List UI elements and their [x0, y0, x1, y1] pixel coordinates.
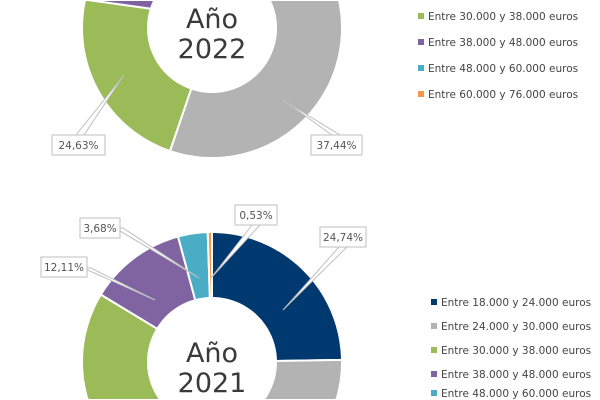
legend-swatch [431, 371, 437, 377]
data-label: 12,11% [44, 262, 84, 274]
legend-swatch [431, 347, 437, 353]
legend-entry: Entre 48.000 y 60.000 euros [428, 63, 578, 75]
center-label: 2022 [178, 34, 247, 65]
legend-entry: Entre 60.000 y 76.000 euros [428, 89, 578, 101]
legend-entry: Entre 18.000 y 24.000 euros [441, 297, 591, 309]
legend-entry: Entre 38.000 y 48.000 euros [428, 37, 578, 49]
legend-entry: Entre 24.000 y 30.000 euros [441, 321, 591, 333]
center-label: 2021 [178, 368, 247, 399]
legend-swatch [418, 39, 424, 45]
legend-entry: Entre 38.000 y 48.000 euros [441, 369, 591, 381]
donut-slice [206, 231, 213, 299]
legend-swatch [431, 323, 437, 329]
data-label: 24,74% [323, 232, 363, 244]
data-label-box [310, 134, 363, 156]
legend-swatch [418, 91, 424, 97]
data-label-box [51, 134, 106, 156]
donut-slice [81, 0, 193, 153]
data-label: 24,63% [58, 140, 98, 152]
legend-swatch [431, 390, 437, 396]
data-label: 3,68% [83, 223, 116, 235]
legend-entry: Entre 48.000 y 60.000 euros [441, 388, 591, 400]
data-label-box [319, 226, 367, 248]
legend-entry: Entre 30.000 y 38.000 euros [441, 345, 591, 357]
data-label-box [79, 217, 121, 239]
data-label: 0,53% [239, 210, 272, 222]
donut-slice [130, 358, 343, 400]
center-label: Año [186, 338, 238, 369]
legend-swatch [418, 13, 424, 19]
legend-entry: Entre 30.000 y 38.000 euros [428, 11, 578, 23]
data-label-box [234, 204, 278, 226]
center-label: Año [186, 4, 238, 35]
data-label: 37,44% [316, 140, 356, 152]
legend-swatch [431, 299, 437, 305]
donut-slice [87, 0, 190, 10]
data-label-box [40, 256, 88, 278]
legend-swatch [418, 65, 424, 71]
